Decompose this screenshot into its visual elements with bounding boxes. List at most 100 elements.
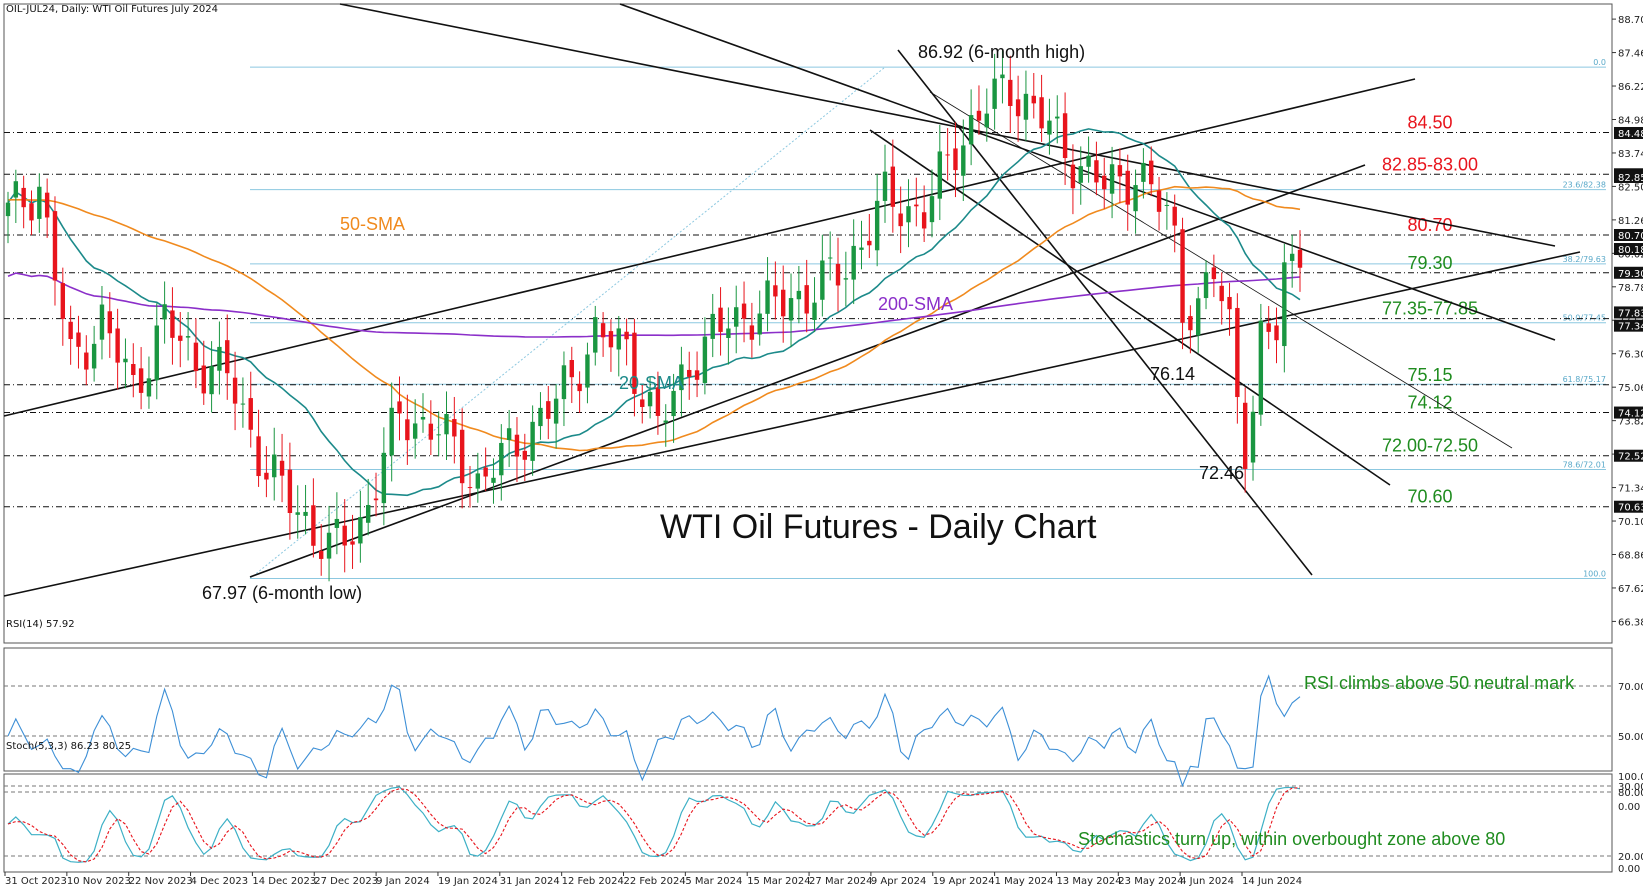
candle-body [1258,320,1264,415]
candle-body [1125,170,1130,205]
candle-body [561,365,567,400]
candle-body [107,311,112,334]
candle-body [882,171,888,201]
stoch-tick-label: 80.00 [1618,788,1643,799]
fib-label: 23.6/82.38 [1563,181,1606,190]
candle-body [91,343,97,369]
candle-body [984,113,989,128]
fib-label: 61.8/75.17 [1563,375,1606,384]
level-label: 70.60 [1407,487,1452,507]
candle-body [1055,116,1060,119]
trendline-6 [869,129,1391,486]
price-tick-label: 84.98 [1618,115,1643,126]
candle-body [1117,165,1123,177]
candle-body [835,263,841,286]
indicators [4,674,1612,863]
pane-frames [3,3,1613,873]
candle-body [1266,323,1271,332]
candle-body [319,551,324,559]
candle-body [1289,253,1295,261]
candle-body [373,498,379,501]
fib-label: 38.2/79.63 [1563,255,1606,264]
price-highlight-box [1614,170,1643,183]
candle-body [914,204,919,207]
candle-body [76,332,81,347]
price-tick-label: 73.82 [1618,417,1643,428]
candle-body [256,436,261,477]
sma50-label: 50-SMA [340,214,405,234]
candle-body [13,181,19,198]
candle-body [593,317,598,353]
date-tick-label: 14 Jun 2024 [1242,876,1302,887]
date-tick-label: 23 May 2024 [1118,876,1183,887]
candle-body [248,398,253,430]
date-tick-label: 9 Jan 2024 [376,876,430,887]
chart-title: WTI Oil Futures - Daily Chart [660,508,1097,546]
candle-body [906,206,911,223]
price-highlight-label: 82.85 [1618,173,1643,184]
candle-body [52,211,58,281]
candle-body [1094,160,1099,183]
candle-body [1297,249,1303,268]
candle-body [953,148,958,171]
candle-body [499,442,504,476]
candle-body [5,202,11,217]
fib-label: 0.0 [1593,58,1606,67]
fibonacci-levels: 0.0 23.6/82.38 38.2/79.63 50.0/77.45 61.8/75… [249,58,1606,580]
pane-frame-0 [3,3,1613,644]
candle-body [428,423,434,440]
stoch-main-line [7,786,1301,863]
level-label: 75.15 [1407,365,1452,385]
candle-body [679,364,684,391]
level-label: 79.30 [1407,253,1452,273]
candle-body [851,245,856,280]
candle-body [162,304,167,320]
candle-body [1039,97,1044,129]
candle-body [992,78,997,109]
candle-body [1109,164,1115,194]
candle-body [1235,307,1240,398]
price-tick-label: 71.34 [1618,484,1643,495]
candle-body [334,518,340,528]
candle-body [475,473,481,489]
price-highlight-label: 80.70 [1618,231,1643,242]
rsi-tick-label: 50.00 [1618,732,1643,743]
candle-body [201,365,206,394]
price-tick-label: 82.50 [1618,182,1643,193]
candle-body [749,325,755,340]
stoch-header: Stoch(5,3,3) 86.23 80.25 [6,741,131,752]
candle-body [1242,402,1248,469]
date-tick-label: 22 Feb 2024 [624,876,686,887]
candle-body [1211,267,1217,280]
candle-body [898,213,903,227]
rsi-line [7,674,1301,788]
candle-body [702,336,708,384]
level-label: 77.35-77.85 [1382,299,1478,319]
candle-body [976,110,982,121]
price-highlight-label: 72.52 [1618,452,1643,463]
fib-label: 50.0/77.45 [1563,314,1606,323]
candle-body [1219,285,1224,302]
candle-body [326,532,332,559]
fib-label: 100.0 [1583,570,1606,579]
candle-body [1141,162,1146,182]
price-highlight-label: 84.48 [1618,129,1643,140]
price-tick-label: 76.30 [1618,350,1643,361]
candle-body [640,399,645,407]
trendline-1 [619,3,1556,341]
candle-body [1086,155,1091,167]
candle-body [1227,296,1232,310]
candle-body [788,298,794,321]
candle-body [1149,160,1154,185]
price-tick-label: 70.10 [1618,517,1643,528]
chart-header: OIL-JUL24, Daily: WTI Oil Futures July 2… [6,4,218,15]
candle-body [624,331,629,340]
price-highlight-box [1614,449,1643,462]
candle-body [765,280,770,314]
rsi-tick-label: 30.00 [1618,782,1643,793]
candle-body [295,512,300,515]
trendline-0 [339,3,1556,247]
price-highlight-label: 77.34 [1618,322,1643,333]
candle-body [937,151,943,199]
candle-body [397,401,402,414]
